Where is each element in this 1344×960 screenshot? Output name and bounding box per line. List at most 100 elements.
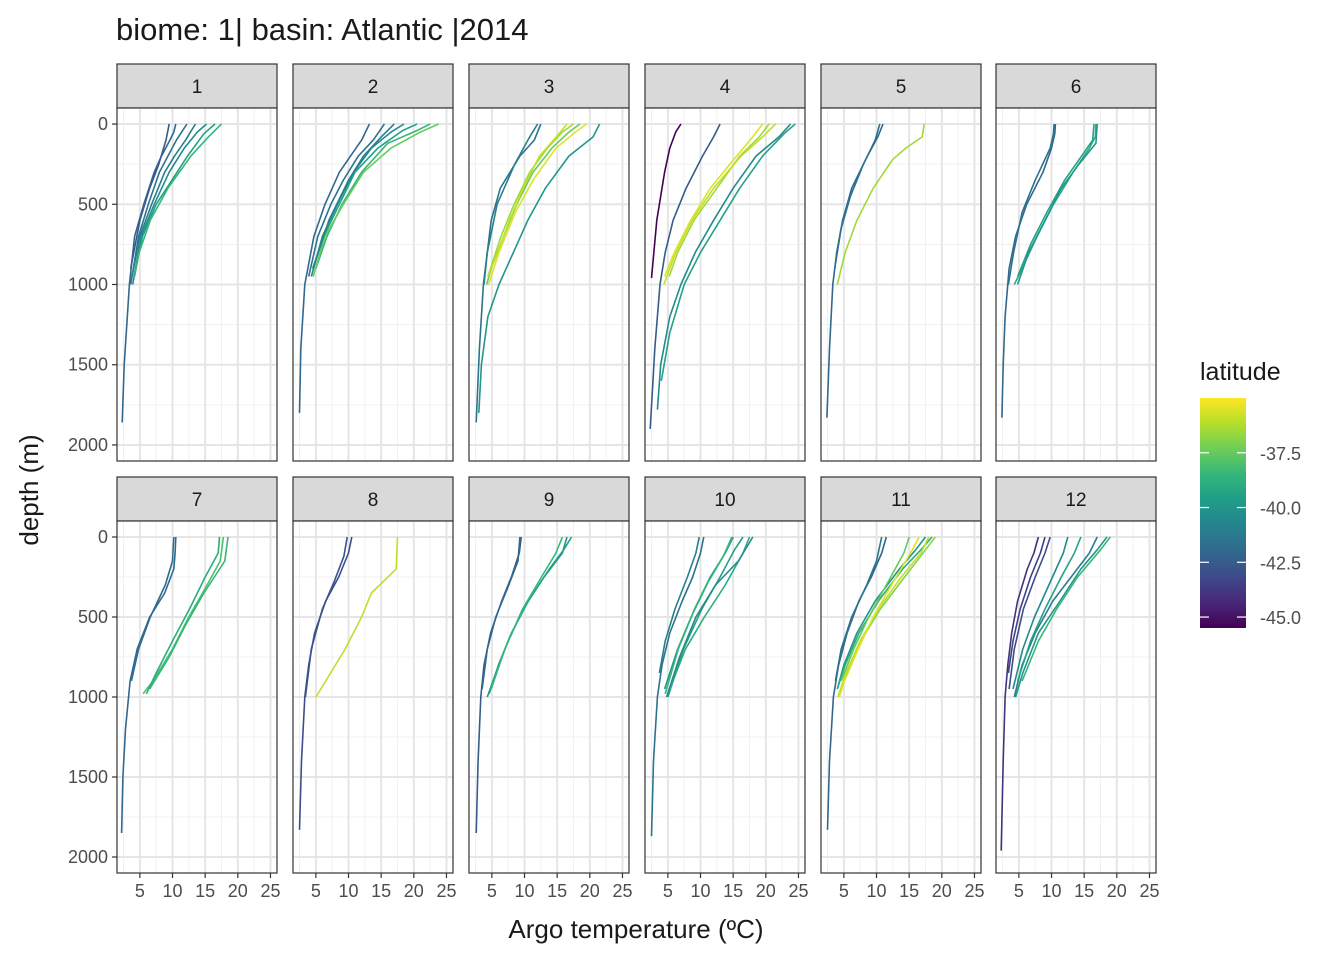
profile-line [120,536,177,834]
legend-title: latitude [1200,358,1281,386]
y-tick-label: 1500 [68,767,108,787]
x-tick-label: 20 [228,881,248,901]
x-tick-label: 10 [690,881,710,901]
facet-strip [116,476,278,522]
profile-line [838,536,920,698]
panel-border [292,520,454,874]
panel-border [644,520,806,874]
x-tick-label: 15 [371,881,391,901]
profile-line [304,536,348,698]
facet-strip [995,476,1157,522]
legend-tick-label: -40.0 [1260,499,1301,519]
facet-strip [995,63,1157,109]
facet-panel-4: 4 [644,63,806,462]
profile-line [483,123,539,285]
profile-line [1007,123,1055,285]
facet-panel-5: 5 [820,63,982,462]
y-tick-label: 1500 [68,355,108,375]
x-tick-label: 5 [135,881,145,901]
profile-line [658,536,700,674]
profile-line [834,536,883,682]
profile-line [1021,536,1111,682]
facet-panel-7: 7 0 500 1000 1500 2000 5 10 15 20 25 [68,476,280,901]
profile-line [1016,123,1095,277]
profile-line [131,123,197,277]
x-tick-label: 10 [162,881,182,901]
profile-line [475,123,542,423]
profile-line [664,536,733,695]
x-tick-label: 25 [612,881,632,901]
profile-line [660,123,796,381]
legend: latitude -37.5 -40.0 -42.5 -45.0 [1200,358,1301,628]
profile-line [315,536,399,698]
profile-line [145,536,221,695]
profile-line [836,536,927,690]
profile-line [1016,536,1082,682]
profile-line [1016,123,1098,285]
profile-line [130,536,175,682]
x-tick-label: 15 [899,881,919,901]
panel-border [468,520,630,874]
facet-panel-2: 2 [292,63,454,462]
x-tick-label: 20 [1107,881,1127,901]
x-tick-label: 5 [663,881,673,901]
x-tick-label: 25 [964,881,984,901]
facet-panel-1: 1 0 500 1000 1500 2000 [68,63,278,462]
panel-border [995,520,1157,874]
profile-line [129,123,188,285]
facet-panel-12: 12 5 10 15 20 25 [995,476,1159,901]
facet-strip-label: 10 [714,490,735,511]
y-tick-label: 0 [98,114,108,134]
profile-line [649,123,721,429]
facet-panel-8: 8 5 10 15 20 25 [292,476,456,901]
facet-panel-10: 10 5 10 15 20 25 [644,476,808,901]
x-tick-label: 15 [195,881,215,901]
y-tick-label: 2000 [68,847,108,867]
panel-border [468,107,630,462]
profile-line [1008,536,1051,690]
profile-line [663,123,777,285]
y-tick-label: 1000 [68,687,108,707]
profile-line [663,123,764,277]
profile-line [481,536,521,690]
profile-line [833,123,881,269]
legend-tick-label: -45.0 [1260,608,1301,628]
x-tick-label: 25 [436,881,456,901]
profile-line [836,123,925,285]
x-tick-label: 5 [487,881,497,901]
profile-line [315,123,431,269]
facet-strip-label: 2 [368,77,379,98]
profile-line [298,536,353,830]
profile-line [488,536,573,695]
x-tick-label: 15 [723,881,743,901]
x-tick-label: 10 [1041,881,1061,901]
profile-line [131,123,208,285]
profile-line [133,123,223,277]
profile-line [312,123,439,277]
x-tick-label: 20 [756,881,776,901]
facet-strip [292,63,454,109]
y-axis-title: depth (m) [14,434,44,545]
facet-strip [116,63,278,109]
facet-strip-label: 4 [720,77,731,98]
profile-line [129,123,170,269]
x-tick-label: 20 [404,881,424,901]
profile-line [1012,536,1069,690]
x-tick-label: 15 [1074,881,1094,901]
facet-strip-label: 11 [891,490,911,511]
profile-line [836,536,933,690]
profile-line [487,123,568,277]
facet-strip-label: 6 [1071,77,1082,98]
y-tick-label: 500 [78,607,108,627]
panel-border [292,107,454,462]
profile-line [490,536,564,690]
profile-line [475,536,522,834]
panel-border [995,107,1157,462]
profile-line [307,123,386,277]
profile-line [149,536,229,690]
facet-panel-9: 9 5 10 15 20 25 [468,476,632,901]
facet-strip-label: 8 [368,490,379,511]
profile-line [298,123,371,413]
